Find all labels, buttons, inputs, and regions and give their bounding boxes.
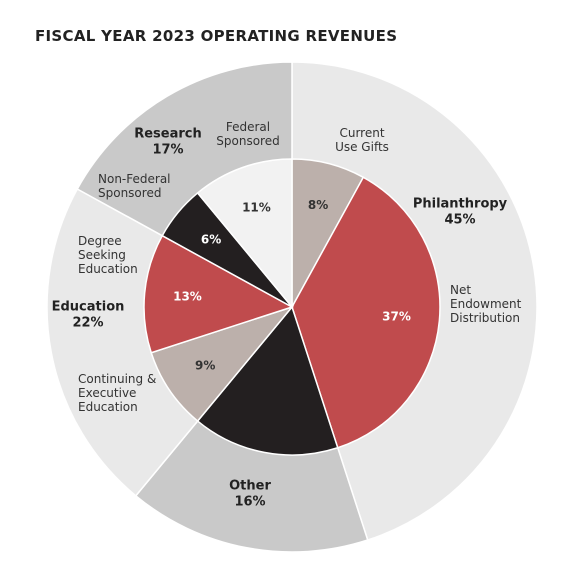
inner-slice <box>196 158 293 310</box>
group-value-label: 16% <box>234 494 266 510</box>
inner-slice <box>196 305 339 456</box>
group-value-label: 17% <box>152 142 184 158</box>
chart-title: FISCAL YEAR 2023 OPERATING REVENUES <box>35 27 398 45</box>
subcategory-label: Continuing & Executive Education <box>78 372 157 414</box>
slice-value-label: 9% <box>195 359 215 373</box>
group-label: Education <box>51 299 125 315</box>
subcategory-label: Non-Federal Sponsored <box>98 172 171 200</box>
slice-value-label: 8% <box>308 198 328 212</box>
slice-value-label: 6% <box>201 233 221 247</box>
subcategory-label: Current Use Gifts <box>335 126 389 154</box>
slice-value-label: 11% <box>242 201 271 215</box>
inner-slice <box>291 176 441 449</box>
slice-value-label: 37% <box>382 309 411 323</box>
subcategory-label: Net Endowment Distribution <box>450 283 522 325</box>
subcategory-label: Degree Seeking Education <box>78 234 138 276</box>
group-label: Other <box>229 478 271 494</box>
inner-slice <box>143 234 294 354</box>
subcategory-label: Federal Sponsored <box>216 120 280 148</box>
group-value-label: 22% <box>72 315 104 331</box>
slice-value-label: 13% <box>173 290 202 304</box>
group-label: Research <box>134 126 202 142</box>
inner-slice <box>150 305 295 423</box>
group-label: Philanthropy <box>412 196 508 212</box>
group-value-label: 45% <box>444 212 476 228</box>
